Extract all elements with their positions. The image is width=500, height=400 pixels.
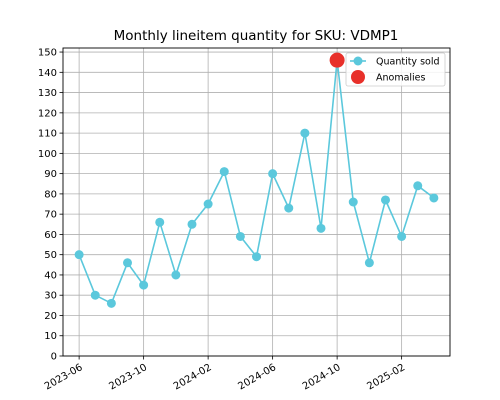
y-tick-label: 110 xyxy=(38,129,57,140)
legend-label-quantity-sold: Quantity sold xyxy=(376,57,440,68)
data-point xyxy=(429,193,439,203)
y-tick-label: 10 xyxy=(44,331,57,342)
data-point xyxy=(203,199,213,209)
x-tick-label: 2023-10 xyxy=(107,362,149,392)
data-point xyxy=(155,217,165,227)
series-line xyxy=(78,59,435,305)
data-point xyxy=(300,128,310,138)
y-axis: 0 10 20 30 40 50 60 70 80 90 100 110 120 130 140 150 xyxy=(38,48,63,363)
grid xyxy=(63,48,450,357)
anomaly-point xyxy=(329,52,345,68)
x-axis: 2023-06 2023-10 2024-02 2024-06 2024-10 2025-… xyxy=(43,356,407,392)
data-point xyxy=(381,195,390,205)
data-point xyxy=(123,258,132,268)
y-tick-label: 120 xyxy=(38,108,57,119)
data-point xyxy=(348,197,358,207)
data-point xyxy=(90,290,100,300)
x-tick-label: 2024-10 xyxy=(301,362,343,392)
legend-label-anomalies: Anomalies xyxy=(376,73,426,84)
data-point xyxy=(364,258,374,268)
series-layer xyxy=(74,52,439,308)
y-tick-label: 40 xyxy=(44,270,57,281)
data-point xyxy=(139,280,149,290)
y-tick-label: 100 xyxy=(38,149,57,160)
data-point xyxy=(252,252,261,262)
data-point xyxy=(171,270,181,280)
data-point xyxy=(106,298,116,308)
legend-marker-anomalies xyxy=(351,70,365,84)
data-point xyxy=(316,223,326,233)
y-tick-label: 70 xyxy=(44,210,57,221)
y-tick-label: 90 xyxy=(44,169,57,180)
y-tick-label: 20 xyxy=(44,311,57,322)
x-tick-label: 2023-06 xyxy=(43,362,85,392)
chart-title: Monthly lineitem quantity for SKU: VDMP1 xyxy=(114,28,399,44)
x-tick-label: 2024-02 xyxy=(172,362,214,392)
data-point xyxy=(397,231,407,241)
data-point xyxy=(74,250,84,260)
y-tick-label: 60 xyxy=(44,230,57,241)
legend-marker-quantity-sold xyxy=(353,56,363,66)
y-tick-label: 140 xyxy=(38,68,57,79)
data-point xyxy=(284,203,294,213)
data-point xyxy=(235,231,245,241)
plot-frame xyxy=(62,47,451,357)
legend: Quantity sold Anomalies xyxy=(345,52,446,87)
y-tick-label: 50 xyxy=(44,250,57,261)
data-point xyxy=(268,169,278,179)
y-tick-label: 80 xyxy=(44,189,57,200)
y-tick-label: 130 xyxy=(38,88,57,99)
data-point xyxy=(413,181,423,191)
x-tick-label: 2024-06 xyxy=(236,362,278,392)
y-tick-label: 0 xyxy=(51,352,57,363)
x-tick-label: 2025-02 xyxy=(365,362,407,392)
legend-box xyxy=(345,52,446,87)
data-point xyxy=(219,167,229,177)
data-point xyxy=(187,219,197,229)
y-tick-label: 150 xyxy=(38,48,57,59)
y-tick-label: 30 xyxy=(44,291,57,302)
